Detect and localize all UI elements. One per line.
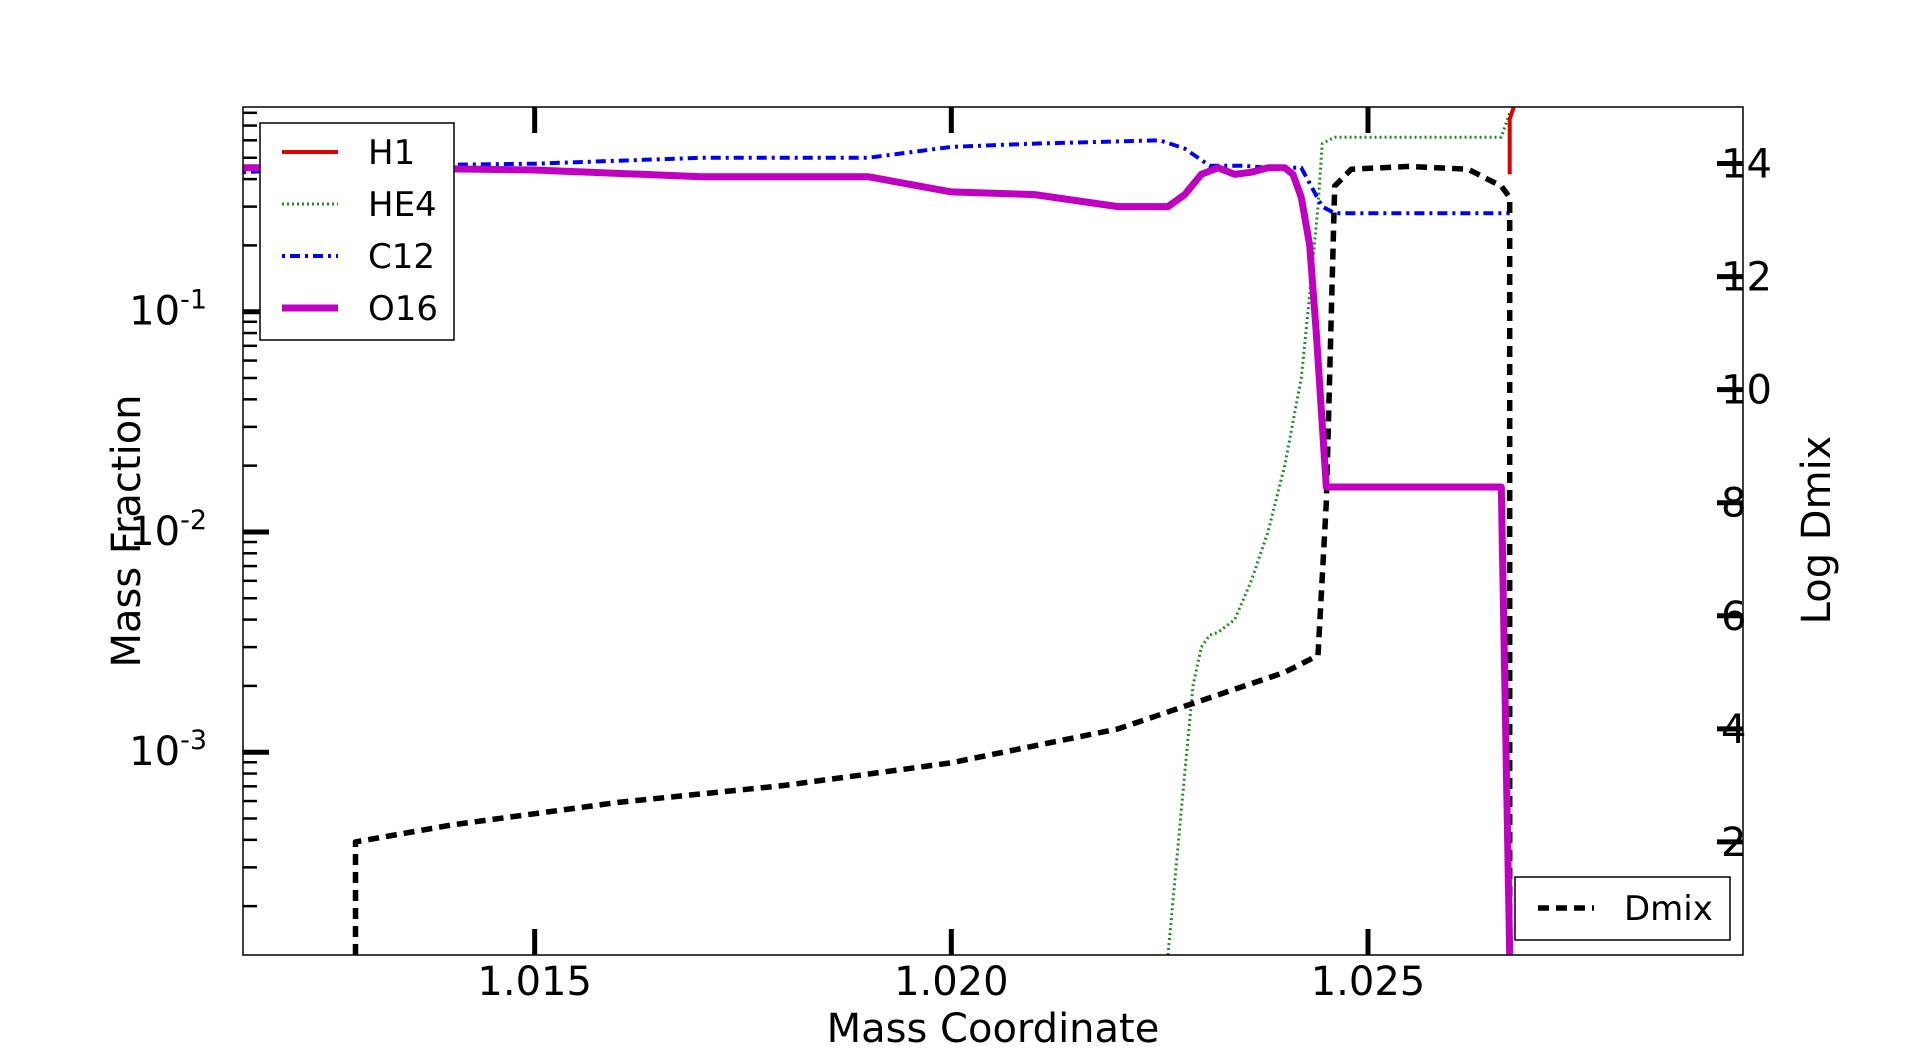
y2-tick-label: 10 <box>1721 368 1772 414</box>
legend-label-he4: HE4 <box>368 185 437 225</box>
plot-frame <box>242 106 1744 956</box>
legend-label-h1: H1 <box>368 133 415 173</box>
legend2-box <box>1514 876 1731 941</box>
series-line-h1 <box>1507 106 1516 175</box>
legend-box <box>259 122 455 341</box>
series-line-he4 <box>1166 112 1512 956</box>
y2-tick-label: 12 <box>1721 255 1772 301</box>
series-layer <box>242 106 1516 956</box>
y2-tick-label: 14 <box>1721 142 1772 188</box>
y-tick-label: 10-2 <box>129 505 207 555</box>
legend-label-c12: C12 <box>368 237 435 277</box>
series-line-o16 <box>243 164 1514 956</box>
x-tick-label: 1.020 <box>894 959 1009 1005</box>
y2-tick-label: 2 <box>1721 820 1746 866</box>
series-line-dmix <box>352 163 1513 955</box>
y2-tick-label: 6 <box>1721 594 1746 640</box>
x-tick-label: 1.015 <box>477 959 592 1005</box>
y-axis-title: Mass Fraction <box>104 394 150 667</box>
x-axis-title: Mass Coordinate <box>827 1006 1160 1052</box>
y2-tick-label: 8 <box>1721 481 1746 527</box>
ticks-layer: 1.015 1.020 1.025 10-1 10-2 10-3 2 4 6 8 10 12 14 <box>129 107 1772 1005</box>
legend-label-o16: O16 <box>368 289 438 329</box>
y2-axis-title: Log Dmix <box>1794 436 1840 625</box>
legend-layer: H1 HE4 C12 O16 Dmix <box>259 122 1731 941</box>
x-tick-label: 1.025 <box>1311 959 1426 1005</box>
y2-tick-label: 4 <box>1721 707 1746 753</box>
y-tick-label: 10-3 <box>129 725 207 775</box>
legend2-label-dmix: Dmix <box>1624 889 1713 929</box>
series-line-c12 <box>242 138 1510 216</box>
y-tick-label: 10-1 <box>129 285 207 335</box>
